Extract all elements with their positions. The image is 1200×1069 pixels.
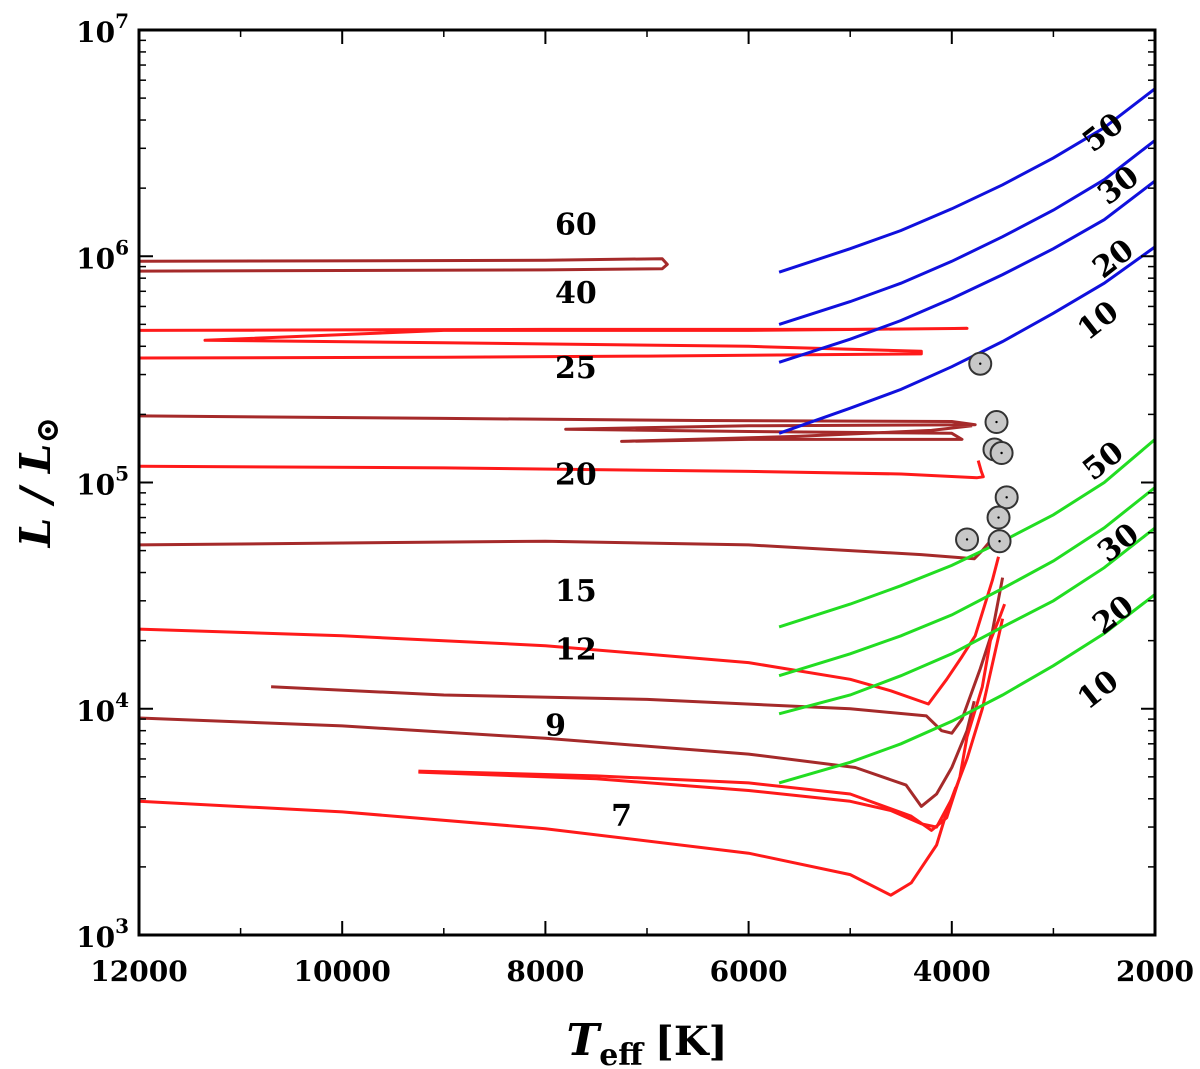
y-tick-label-exponent: 5 (115, 462, 129, 486)
star-marker-dot-7 (966, 538, 968, 540)
hr-diagram-chart: 604025201512975030201050302010 12000 1000… (0, 0, 1200, 1069)
x-tick-label-2000: 2000 (1116, 955, 1194, 988)
track-label-15: 15 (555, 574, 597, 609)
y-tick-label-base: 10 (76, 921, 115, 954)
track-label-20: 20 (555, 457, 597, 492)
y-tick-label-exponent: 6 (115, 235, 129, 259)
x-tick-label-10000: 10000 (293, 955, 390, 988)
x-tick-label-6000: 6000 (710, 955, 788, 988)
y-tick-label-4: 104 (76, 688, 129, 728)
y-tick-label-exponent: 3 (115, 914, 129, 938)
y-axis-sun-symbol: ⊙ (28, 417, 66, 444)
y-tick-label-7: 107 (76, 9, 129, 49)
y-axis-title-text: L / L (11, 444, 60, 549)
y-axis-title: L / L⊙ (11, 417, 66, 548)
y-tick-label-base: 10 (76, 242, 115, 275)
y-tick-label-exponent: 4 (115, 688, 129, 712)
y-tick-label-exponent: 7 (115, 9, 129, 33)
star-marker-dot-6 (997, 516, 999, 518)
track-label-7: 7 (611, 798, 632, 833)
track-label-12: 12 (555, 633, 597, 668)
track-label-40: 40 (555, 276, 597, 311)
y-tick-label-5: 105 (76, 462, 129, 502)
x-axis-title-unit: [K] (655, 1018, 728, 1065)
x-tick-label-4000: 4000 (913, 955, 991, 988)
plot-background (139, 30, 1155, 935)
y-tick-label-base: 10 (76, 16, 115, 49)
track-label-9: 9 (545, 709, 566, 744)
star-marker-dot-8 (998, 540, 1000, 542)
y-tick-label-base: 10 (76, 695, 115, 728)
x-axis-title-main: T (566, 1015, 602, 1066)
star-marker-dot-1 (979, 363, 981, 365)
star-marker-dot-4 (1000, 452, 1002, 454)
star-marker-dot-5 (1005, 496, 1007, 498)
track-label-60: 60 (555, 207, 597, 242)
x-tick-label-8000: 8000 (506, 955, 584, 988)
y-tick-label-base: 10 (76, 469, 115, 502)
x-tick-label-12000: 12000 (90, 955, 187, 988)
y-tick-label-6: 106 (76, 235, 129, 275)
track-label-25: 25 (555, 351, 597, 386)
x-axis-title-sub: eff (599, 1038, 645, 1069)
star-marker-dot-2 (995, 421, 997, 423)
x-axis-title: Teff [K] (566, 1015, 727, 1069)
y-tick-label-3: 103 (76, 914, 129, 954)
